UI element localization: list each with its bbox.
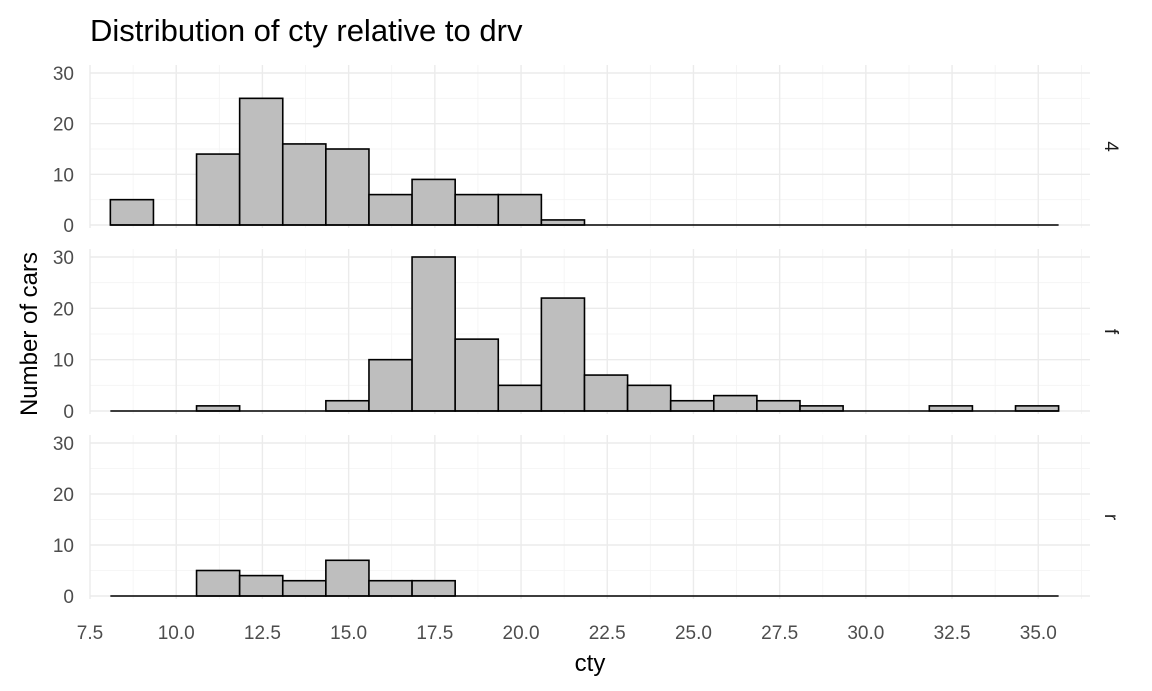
- x-tick-label: 17.5: [416, 623, 453, 644]
- x-tick-label: 30.0: [847, 623, 884, 644]
- histogram-bar: [497, 384, 543, 412]
- x-tick-label: 10.0: [158, 623, 195, 644]
- facet-strip-label: 4: [1100, 141, 1121, 152]
- histogram-bar: [368, 579, 413, 597]
- x-tick-label: 7.5: [77, 623, 103, 644]
- histogram-bar: [583, 374, 629, 412]
- y-tick-label: 20: [53, 299, 74, 320]
- histogram-bar: [281, 143, 327, 226]
- histogram-bar: [712, 394, 758, 412]
- histogram-bar: [411, 178, 456, 226]
- facet-strip-label: f: [1100, 329, 1121, 335]
- y-tick-label: 30: [53, 248, 74, 269]
- histogram-bar: [540, 297, 586, 412]
- histogram-bar: [454, 193, 500, 226]
- y-axis-title: Number of cars: [16, 252, 43, 416]
- histogram-bar: [238, 97, 284, 226]
- histogram-bar: [281, 579, 327, 597]
- histogram-bar: [497, 193, 543, 226]
- histogram-bar: [195, 569, 241, 597]
- y-tick-label: 20: [53, 485, 74, 506]
- y-tick-label: 0: [63, 587, 74, 608]
- x-tick-label: 12.5: [244, 623, 281, 644]
- y-tick-label: 20: [53, 115, 74, 136]
- x-tick-label: 27.5: [761, 623, 798, 644]
- histogram-bar: [195, 153, 241, 226]
- histogram-bar: [626, 384, 672, 412]
- histogram-bar: [109, 198, 155, 226]
- y-tick-label: 10: [53, 536, 74, 557]
- x-tick-label: 35.0: [1020, 623, 1057, 644]
- x-tick-label: 15.0: [330, 623, 367, 644]
- histogram-bar: [325, 399, 370, 412]
- histogram-bar: [756, 399, 801, 412]
- facet-panel-r: 0 10 20 30 r: [53, 434, 1121, 608]
- histogram-bar: [411, 579, 456, 597]
- histogram-bar: [669, 399, 715, 412]
- y-tick-label: 0: [63, 216, 74, 237]
- histogram-bar: [325, 559, 370, 597]
- histogram-bar: [368, 358, 413, 412]
- y-tick-label: 10: [53, 165, 74, 186]
- x-tick-label: 20.0: [503, 623, 540, 644]
- x-axis-tick-labels: 7.5 10.0 12.5 15.0 17.5 20.0 22.5 25.0 27.5 30.0 3…: [77, 623, 1057, 644]
- y-tick-label: 10: [53, 351, 74, 372]
- x-tick-label: 32.5: [934, 623, 971, 644]
- x-tick-label: 25.0: [675, 623, 712, 644]
- histogram-bar: [325, 148, 370, 226]
- y-tick-label: 30: [53, 64, 74, 85]
- histogram-bar: [411, 256, 456, 412]
- chart-title: Distribution of cty relative to drv: [90, 13, 523, 48]
- histogram-bar: [368, 193, 413, 226]
- x-tick-label: 22.5: [589, 623, 626, 644]
- histogram-bar: [238, 574, 284, 597]
- y-tick-label: 0: [63, 402, 74, 423]
- facet-panel-f: 0 10 20 30 f: [53, 248, 1121, 423]
- histogram-bar: [454, 338, 500, 412]
- facet-panel-4: 0 10 20 30 4: [53, 64, 1121, 237]
- y-tick-label: 30: [53, 434, 74, 455]
- facet-strip-label: r: [1100, 514, 1121, 521]
- x-axis-title: cty: [575, 650, 606, 677]
